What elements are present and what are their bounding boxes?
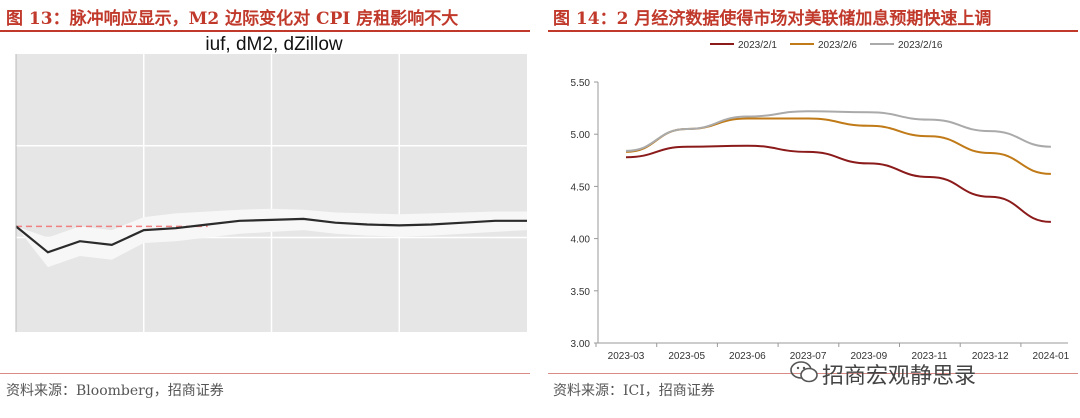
right-rate-expectation-chart: 2023/2/1 2023/2/6 2023/2/16 3.00 3.50 4.00 4.5… <box>571 40 1070 362</box>
wechat-icon <box>790 361 818 383</box>
right-title-rule <box>548 30 1078 32</box>
right-figure-title: 图 14：2 月经济数据使得市场对美联储加息预期快速上调 <box>553 9 992 29</box>
left-impulse-response-chart: iuf, dM2, dZillow <box>15 34 528 332</box>
y-tick-label: 5.00 <box>571 130 591 141</box>
y-tick-label: 5.50 <box>571 78 591 89</box>
x-tick-label: 2023-03 <box>608 351 645 362</box>
x-tick-label: 2023-05 <box>668 351 705 362</box>
series-line-0 <box>625 144 1051 223</box>
left-title-rule <box>0 30 530 32</box>
x-tick-label: 2023-09 <box>850 351 887 362</box>
x-tick-label: 2023-11 <box>912 351 948 362</box>
x-tick-label: 2024-01 <box>1033 351 1070 362</box>
y-tick-label: 3.00 <box>571 339 591 350</box>
x-tick-label: 2023-07 <box>790 351 827 362</box>
legend-label-0: 2023/2/1 <box>738 40 777 51</box>
right-source: 资料来源：ICI，招商证券 <box>553 383 715 399</box>
left-source: 资料来源：Bloomberg，招商证券 <box>6 383 224 399</box>
left-figure-title: 图 13：脉冲响应显示，M2 边际变化对 CPI 房租影响不大 <box>6 9 459 29</box>
left-source-rule <box>0 373 530 374</box>
x-tick-label: 2023-12 <box>972 351 1009 362</box>
chart-title: iuf, dM2, dZillow <box>205 34 343 55</box>
legend-label-2: 2023/2/16 <box>898 40 943 51</box>
y-tick-label: 4.50 <box>571 182 591 193</box>
confidence-band <box>16 208 527 268</box>
series-line-2 <box>625 110 1051 152</box>
watermark: 招商宏观静思录 <box>822 364 977 389</box>
y-tick-label: 3.50 <box>571 287 591 298</box>
x-tick-label: 2023-06 <box>729 351 766 362</box>
y-tick-label: 4.00 <box>571 235 591 246</box>
legend-label-1: 2023/2/6 <box>818 40 857 51</box>
